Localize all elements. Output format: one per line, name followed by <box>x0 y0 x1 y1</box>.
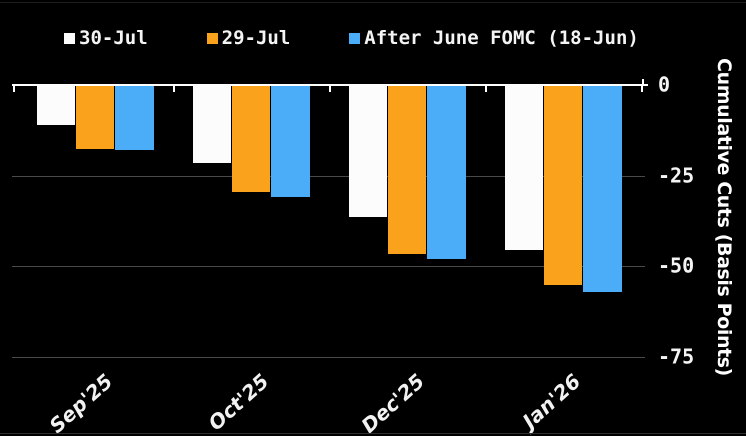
gridline--50 <box>12 266 645 267</box>
x-axis-tick-4 <box>641 86 643 92</box>
legend-item-30-jul: 30-Jul <box>64 27 148 49</box>
bar-oct-25-29-jul <box>231 85 271 192</box>
bar-dec-25-30-jul <box>348 85 387 218</box>
legend-swatch-icon-after-june-fomc-18-jun <box>349 33 361 44</box>
bar-dec-25-after-june-fomc-18-jun <box>427 85 466 260</box>
bar-sep-25-30-jul <box>36 85 75 125</box>
bar-dec-25-29-jul <box>387 85 427 254</box>
legend-swatch-icon-30-jul <box>64 33 75 44</box>
y-axis-title: Cumulative Cuts (Basis Points) <box>713 58 735 376</box>
y-tick-label--75: -75 <box>658 344 695 369</box>
y-tick-label-0: 0 <box>658 72 671 97</box>
top-border <box>0 2 746 3</box>
x-category-label-oct-25: Oct'25 <box>203 369 274 436</box>
bar-jan-26-29-jul <box>543 85 583 285</box>
bar-oct-25-after-june-fomc-18-jun <box>271 85 310 198</box>
legend-label-30-jul: 30-Jul <box>79 27 148 49</box>
y-tick-label--50: -50 <box>658 253 695 278</box>
y-tick-label--25: -25 <box>658 163 695 188</box>
x-axis-tick-0 <box>12 86 15 92</box>
axis-end-tick <box>642 79 644 86</box>
legend-label-after-june-fomc-18-jun: After June FOMC (18-Jun) <box>364 27 639 49</box>
bar-oct-25-30-jul <box>192 85 231 163</box>
legend-item-29-jul: 29-Jul <box>206 27 291 49</box>
legend-item-after-june-fomc-18-jun: After June FOMC (18-Jun) <box>349 27 639 49</box>
x-axis-tick-3 <box>485 86 487 92</box>
bar-jan-26-after-june-fomc-18-jun <box>583 85 622 292</box>
bar-jan-26-30-jul <box>504 85 543 250</box>
bar-sep-25-29-jul <box>75 85 115 149</box>
x-axis-tick-2 <box>329 86 331 92</box>
x-axis-tick-1 <box>173 86 175 92</box>
x-category-label-dec-25: Dec'25 <box>356 369 430 436</box>
bottom-border <box>0 433 746 434</box>
legend: 30-Jul 29-Jul After June FOMC (18-Jun) <box>64 27 639 49</box>
gridline--75 <box>12 357 645 358</box>
legend-label-29-jul: 29-Jul <box>221 27 291 49</box>
x-category-label-jan-26: Jan'26 <box>517 369 586 434</box>
gridline--25 <box>12 176 645 177</box>
bar-sep-25-after-june-fomc-18-jun <box>115 85 154 151</box>
legend-swatch-icon-29-jul <box>206 33 218 44</box>
zero-axis-line <box>12 84 648 86</box>
x-category-label-sep-25: Sep'25 <box>44 369 118 436</box>
